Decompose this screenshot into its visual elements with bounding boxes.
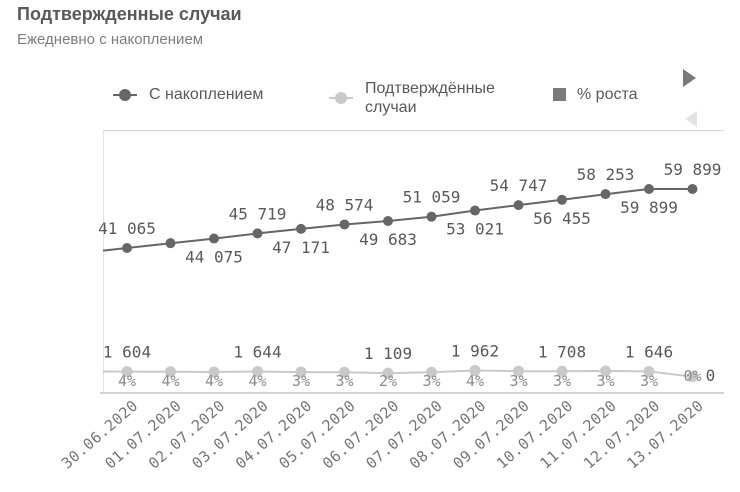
growth-percent-label: 4%: [118, 372, 136, 390]
daily-point[interactable]: [600, 365, 611, 377]
cumulative-value-label: 51 059: [403, 188, 461, 207]
cumulative-point[interactable]: [470, 205, 480, 216]
cumulative-point[interactable]: [600, 189, 611, 200]
chart-subtitle: Ежедневно с накоплением: [17, 31, 204, 48]
growth-percent-label: 4%: [161, 372, 179, 390]
cumulative-value-label: 45 719: [229, 204, 287, 223]
legend-item-daily[interactable]: Подтверждённые случаи: [328, 79, 495, 117]
daily-point[interactable]: [165, 366, 176, 378]
cumulative-value-label: 56 455: [533, 209, 591, 228]
cumulative-value-label: 44 075: [185, 248, 243, 267]
cumulative-point[interactable]: [687, 183, 698, 194]
legend-item-growth[interactable]: % роста: [553, 85, 638, 104]
growth-percent-label: 0%: [683, 367, 701, 385]
cumulative-point[interactable]: [557, 194, 567, 205]
daily-value-label: 1 962: [451, 341, 499, 360]
cumulative-value-label: 48 574: [316, 195, 374, 214]
growth-percent-label: 3%: [640, 372, 658, 390]
growth-percent-label: 3%: [596, 372, 614, 390]
growth-percent-label: 2%: [379, 372, 397, 390]
date-axis-label[interactable]: 13.07.2020: [623, 396, 707, 472]
daily-value-label: 1 644: [233, 342, 281, 361]
daily-point[interactable]: [643, 365, 655, 377]
daily-point[interactable]: [252, 365, 263, 377]
growth-percent-label: 4%: [248, 372, 266, 390]
daily-point[interactable]: [339, 366, 350, 378]
daily-point[interactable]: [121, 366, 133, 378]
growth-percent-label: 4%: [466, 372, 484, 390]
daily-point[interactable]: [295, 366, 307, 378]
legend-scroll-prev-icon[interactable]: [685, 111, 697, 127]
cumulative-value-label: 41 065: [98, 219, 156, 238]
cumulative-value-label: 47 171: [272, 238, 330, 257]
daily-point[interactable]: [382, 367, 394, 379]
cumulative-point[interactable]: [252, 228, 263, 239]
legend-label-daily: Подтверждённые случаи: [365, 80, 495, 116]
growth-percent-label: 3%: [553, 372, 571, 390]
daily-point[interactable]: [687, 371, 698, 383]
daily-point[interactable]: [556, 365, 568, 377]
growth-percent-label: 4%: [205, 372, 223, 390]
daily-value-label: 1 708: [538, 342, 586, 361]
daily-point[interactable]: [469, 364, 481, 376]
dot-on-line-icon: [329, 92, 353, 104]
daily-value-label: 1 646: [625, 342, 673, 361]
cumulative-value-label: 49 683: [359, 230, 417, 249]
cumulative-point[interactable]: [383, 215, 393, 226]
legend-item-cumulative[interactable]: С накоплением: [112, 85, 263, 104]
legend-label-growth: % роста: [577, 86, 638, 103]
daily-point[interactable]: [426, 366, 437, 378]
cumulative-point[interactable]: [122, 242, 132, 253]
cumulative-value-label: 59 899: [664, 160, 722, 179]
dot-on-line-icon: [113, 88, 137, 101]
plot-area: 41 065 44 075 45 719 47 171 48 574 49 683 51 0…: [58, 130, 724, 473]
legend-scroll-next-icon[interactable]: [683, 69, 696, 87]
cumulative-point[interactable]: [209, 233, 219, 244]
cumulative-value-label: 54 747: [490, 176, 548, 195]
growth-percent-label: 3%: [422, 372, 440, 390]
cumulative-value-label: 53 021: [446, 220, 504, 239]
growth-percent-label: 3%: [509, 372, 527, 390]
growth-percent-label: 3%: [335, 372, 353, 390]
cumulative-point[interactable]: [426, 211, 437, 222]
cumulative-point[interactable]: [644, 183, 654, 194]
daily-value-label: 0: [706, 366, 716, 385]
cumulative-value-label: 58 253: [577, 165, 635, 184]
square-marker-icon: [553, 88, 566, 101]
daily-point[interactable]: [513, 365, 524, 377]
cumulative-value-label: 59 899: [620, 198, 678, 217]
cumulative-point[interactable]: [165, 238, 176, 249]
daily-value-label: 1 109: [364, 344, 412, 363]
cumulative-point[interactable]: [296, 223, 306, 234]
cumulative-point[interactable]: [513, 200, 524, 211]
daily-point[interactable]: [208, 366, 220, 378]
growth-percent-label: 3%: [292, 372, 310, 390]
legend-label-cumulative: С накоплением: [149, 86, 264, 103]
chart-title: Подтвержденные случаи: [17, 4, 242, 24]
daily-value-label: 1 604: [103, 343, 151, 362]
cumulative-point[interactable]: [339, 219, 350, 230]
